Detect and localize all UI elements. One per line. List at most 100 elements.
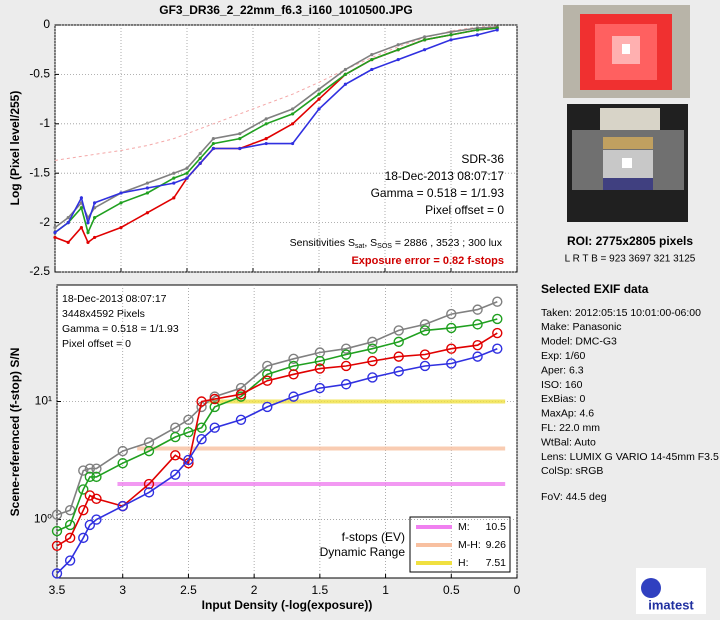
point <box>317 92 321 96</box>
x-tick-label: 0 <box>514 583 521 597</box>
point <box>370 57 374 62</box>
point <box>196 396 207 407</box>
point <box>84 471 96 483</box>
exif-line: WtBal: Auto <box>541 436 596 448</box>
point <box>423 38 427 42</box>
point <box>393 351 404 362</box>
roi: ROI: 2775x2805 pixels <box>567 234 693 248</box>
point <box>53 235 57 240</box>
point <box>172 181 176 185</box>
y-tick-label: 10¹ <box>35 394 52 408</box>
plot-area <box>54 24 518 273</box>
annotation: 18-Dec-2013 08:07:17 <box>62 293 167 305</box>
logo: imatest <box>636 568 706 614</box>
point <box>79 196 83 200</box>
point <box>145 186 149 190</box>
y-tick-label: -2 <box>39 215 50 229</box>
point <box>170 450 181 461</box>
logo-text: imatest <box>648 597 694 612</box>
point <box>170 431 181 443</box>
exif-line: ColSp: sRGB <box>541 465 603 477</box>
point <box>340 343 352 354</box>
point <box>93 235 97 240</box>
point <box>343 82 347 86</box>
point <box>198 151 202 156</box>
point <box>492 327 503 339</box>
point <box>393 325 404 336</box>
exif-line: Exp: 1/60 <box>541 350 586 362</box>
point <box>51 568 63 579</box>
point <box>262 375 273 386</box>
point <box>393 336 404 348</box>
annotation: Pixel offset = 0 <box>62 338 131 350</box>
point <box>475 28 479 32</box>
point <box>145 191 149 195</box>
point <box>172 196 176 200</box>
point <box>185 171 189 175</box>
series-line <box>54 27 498 235</box>
point <box>446 343 457 354</box>
point <box>419 349 431 360</box>
point <box>117 500 128 512</box>
point <box>209 401 220 413</box>
point <box>446 322 457 334</box>
point <box>84 490 96 501</box>
point <box>238 137 242 141</box>
annotation: SDR-36 <box>461 152 504 166</box>
point <box>51 540 63 551</box>
point <box>317 97 321 101</box>
point <box>396 48 400 52</box>
exif-line: Make: Panasonic <box>541 321 622 333</box>
point <box>64 532 76 544</box>
point <box>196 422 207 433</box>
point <box>53 230 57 235</box>
legend-label: M-H: <box>458 539 481 551</box>
point <box>64 519 76 531</box>
point <box>340 379 352 390</box>
point <box>51 509 63 520</box>
x-tick-label: 2 <box>251 583 258 597</box>
point <box>86 221 90 225</box>
point <box>396 57 400 62</box>
point <box>343 72 347 76</box>
point <box>264 122 268 126</box>
point <box>291 122 295 126</box>
point <box>93 201 97 205</box>
point <box>288 353 299 364</box>
exif-title: Selected EXIF data <box>541 282 649 296</box>
point <box>64 505 76 516</box>
annotation: f-stops (EV) <box>342 530 405 544</box>
point <box>367 336 378 348</box>
point <box>84 463 96 474</box>
point <box>66 240 70 244</box>
point <box>419 360 431 372</box>
x-tick-label: 3.5 <box>49 583 66 597</box>
point <box>183 454 194 466</box>
point <box>183 414 194 425</box>
series-line <box>56 300 498 516</box>
point <box>119 191 123 195</box>
roi-bounds: L R T B = 923 3697 321 3125 <box>565 254 696 265</box>
point <box>262 369 273 380</box>
point <box>66 221 70 225</box>
point <box>91 471 102 483</box>
point <box>419 319 431 330</box>
y-tick-label: 10⁰ <box>34 512 52 526</box>
point <box>288 391 299 402</box>
point <box>119 225 123 230</box>
y-tick-label: -2.5 <box>29 264 50 278</box>
y-tick-label: -0.5 <box>29 67 50 81</box>
point <box>238 132 242 136</box>
annotation: Gamma = 0.518 = 1/1.93 <box>371 186 505 200</box>
point <box>209 393 220 405</box>
point <box>449 30 453 34</box>
point <box>78 465 89 476</box>
point <box>475 33 479 37</box>
chart-title: GF3_DR36_2_22mm_f6.3_i160_1010500.JPG <box>159 3 413 17</box>
point <box>317 107 321 111</box>
exposure-error: Exposure error = 0.82 f-stops <box>351 255 504 267</box>
exif-line: Taken: 2012:05:15 10:01:00-06:00 <box>541 307 701 319</box>
point <box>119 201 123 205</box>
point <box>91 463 102 474</box>
point <box>419 325 431 336</box>
